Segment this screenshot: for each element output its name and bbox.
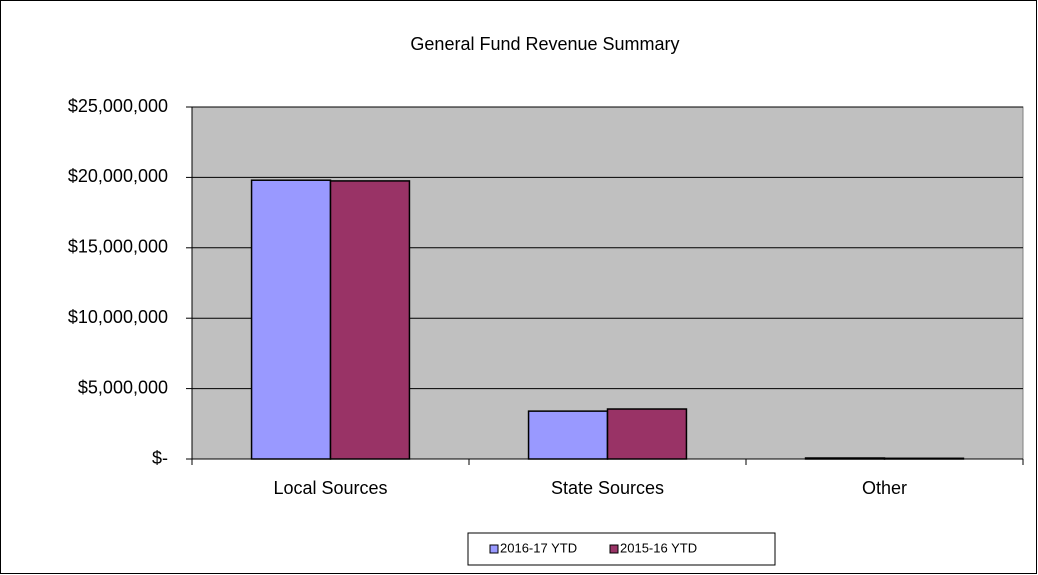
chart-title: General Fund Revenue Summary	[410, 34, 679, 54]
y-tick-label: $25,000,000	[68, 96, 168, 116]
x-tick-label: Other	[862, 478, 907, 498]
legend-label: 2015-16 YTD	[620, 540, 697, 555]
bar	[250, 179, 332, 460]
bar	[329, 180, 411, 460]
y-tick-label: $-	[152, 448, 168, 468]
bar	[804, 457, 886, 460]
legend-swatch	[489, 544, 499, 554]
y-tick-label: $10,000,000	[68, 307, 168, 327]
legend-label: 2016-17 YTD	[500, 540, 577, 555]
bar	[606, 408, 688, 460]
bar	[527, 410, 609, 460]
legend-swatch	[609, 544, 619, 554]
legend-box	[467, 532, 776, 566]
x-tick-label: State Sources	[551, 478, 664, 498]
y-tick-label: $15,000,000	[68, 237, 168, 257]
y-tick-label: $5,000,000	[78, 377, 168, 397]
y-tick-label: $20,000,000	[68, 166, 168, 186]
x-tick-label: Local Sources	[273, 478, 387, 498]
bar	[883, 457, 965, 460]
